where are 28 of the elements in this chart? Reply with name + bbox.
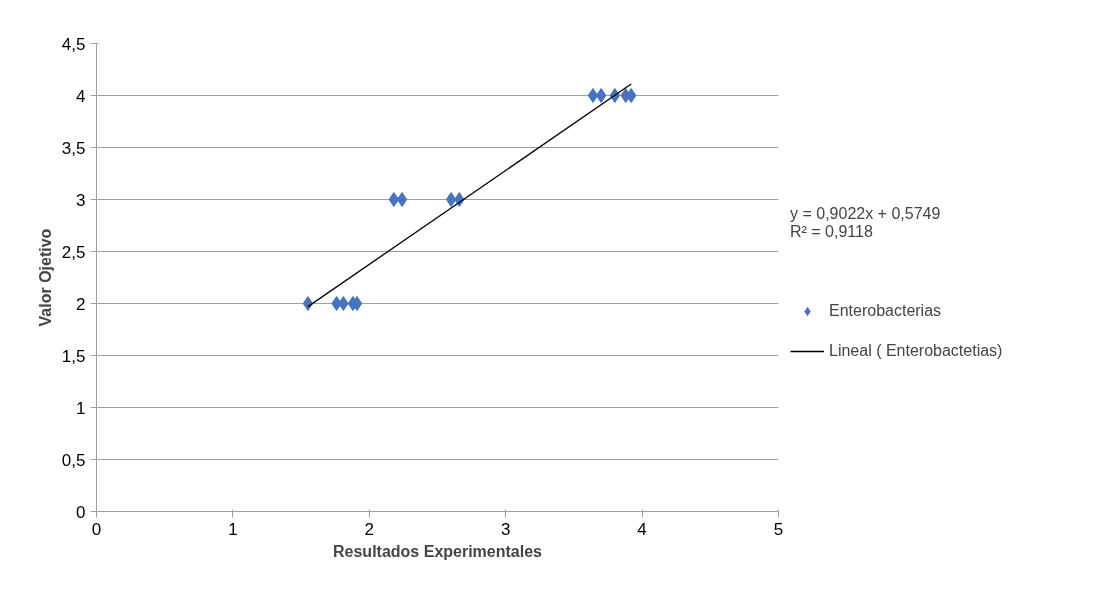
y-axis-title: Valor Ojetivo (36, 228, 54, 327)
x-tick-label: 5 (773, 519, 784, 539)
legend-label: Lineal ( Enterobactetias) (829, 342, 1004, 360)
point (445, 192, 457, 207)
legend-label: Enterobacterias (829, 302, 943, 320)
y-tick-label: 3 (76, 190, 86, 210)
y-tick-label: 4,5 (61, 34, 86, 54)
y-tick-label: 2 (76, 294, 86, 314)
x-axis-title: Resultados Experimentales (333, 542, 543, 560)
y-tick-label: 1,5 (61, 346, 86, 366)
text: y = 0,9022x + 0,5749 R² = 0,9118 (790, 205, 942, 241)
x-tick-label: 0 (91, 519, 102, 539)
y-tick-label: 2,5 (61, 242, 86, 262)
point (396, 192, 408, 207)
y-tick-label: 4 (76, 86, 86, 106)
y-tick-label: 0 (76, 502, 86, 522)
point (338, 296, 349, 311)
x-tick-label: 3 (500, 519, 511, 539)
x-tick-label: 2 (364, 519, 375, 539)
x-tick-label: 1 (228, 519, 238, 539)
point (587, 88, 599, 103)
y-tick-label: 0,5 (61, 450, 86, 470)
point (388, 192, 400, 207)
point (626, 88, 637, 103)
x-tick-label: 4 (637, 519, 647, 539)
y-tick-label: 1 (76, 398, 86, 418)
point (596, 88, 607, 103)
y-tick-label: 3,5 (61, 138, 86, 158)
